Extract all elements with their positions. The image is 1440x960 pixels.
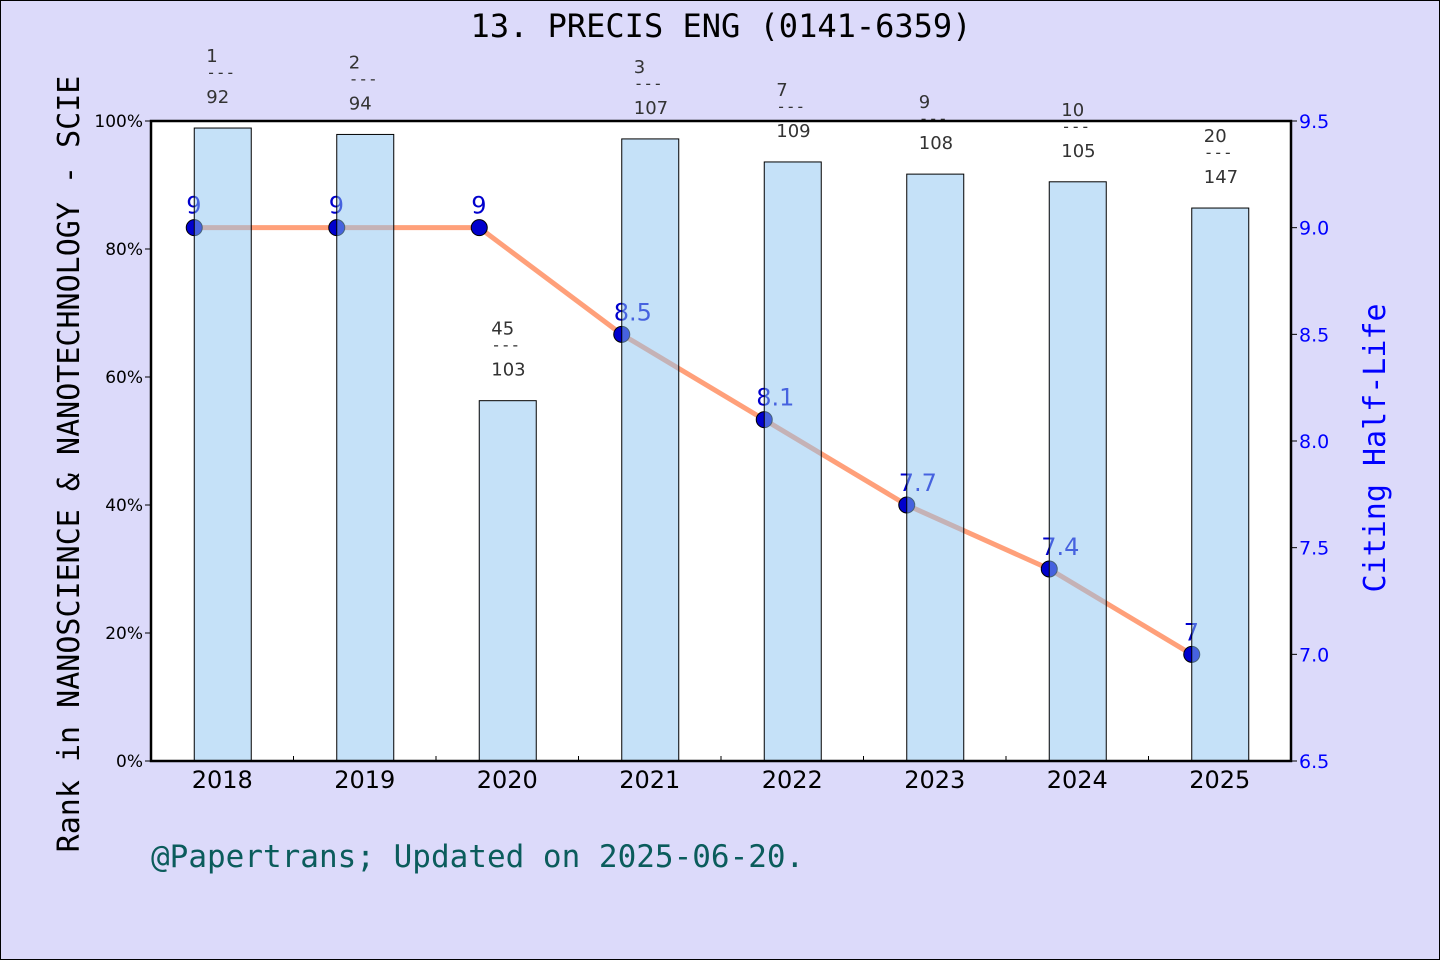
x-tick-label: 2023 bbox=[904, 766, 965, 794]
y-right-tick-label: 7.5 bbox=[1299, 538, 1329, 560]
rank-bar bbox=[906, 173, 965, 762]
total-label: 103 bbox=[491, 360, 525, 381]
plot-area bbox=[151, 121, 1291, 761]
rank-label: 9 bbox=[919, 92, 930, 113]
x-tick-label: 2018 bbox=[192, 766, 253, 794]
y-right-tick-label: 9.0 bbox=[1299, 218, 1329, 240]
y-right-axis-label: Citing Half-Life bbox=[1358, 304, 1393, 593]
rank-bar bbox=[193, 127, 252, 762]
rank-bar bbox=[478, 400, 537, 762]
total-label: 109 bbox=[776, 121, 810, 142]
y-right-tick-label: 6.5 bbox=[1299, 751, 1329, 773]
rank-label: 20 bbox=[1204, 126, 1227, 147]
y-left-tick-label: 20% bbox=[105, 624, 143, 644]
rank-separator: --- bbox=[634, 74, 663, 93]
y-right-tick-label: 8.5 bbox=[1299, 324, 1329, 346]
rank-separator: --- bbox=[206, 63, 235, 82]
x-tick-label: 2019 bbox=[334, 766, 395, 794]
x-tick-label: 2020 bbox=[477, 766, 538, 794]
total-label: 105 bbox=[1061, 141, 1095, 162]
y-right-tick-label: 8.0 bbox=[1299, 431, 1329, 453]
chart-title: 13. PRECIS ENG (0141-6359) bbox=[471, 7, 972, 45]
y-right-tick-label: 9.5 bbox=[1299, 111, 1329, 133]
total-label: 94 bbox=[349, 93, 372, 114]
y-left-tick-label: 80% bbox=[105, 240, 143, 260]
rank-bar bbox=[621, 138, 680, 762]
y-left-axis-label: Rank in NANOSCIENCE & NANOTECHNOLOGY - S… bbox=[52, 76, 87, 853]
rank-label: 10 bbox=[1061, 100, 1084, 121]
rank-bar bbox=[1048, 181, 1107, 762]
rank-label: 2 bbox=[349, 52, 360, 73]
rank-separator: --- bbox=[776, 97, 805, 116]
rank-bar bbox=[336, 133, 395, 762]
total-label: 108 bbox=[919, 133, 953, 154]
y-left-tick-label: 0% bbox=[116, 752, 143, 772]
y-left-tick-label: 60% bbox=[105, 368, 143, 388]
rank-separator: --- bbox=[1204, 143, 1233, 162]
rank-label: 1 bbox=[206, 46, 217, 67]
rank-separator: --- bbox=[349, 69, 378, 88]
x-tick-label: 2025 bbox=[1189, 766, 1250, 794]
rank-label: 45 bbox=[491, 319, 514, 340]
x-tick-label: 2024 bbox=[1047, 766, 1108, 794]
rank-label: 7 bbox=[776, 80, 787, 101]
half-life-line-segment bbox=[477, 225, 624, 337]
total-label: 92 bbox=[206, 87, 229, 108]
footer-credit: @Papertrans; Updated on 2025-06-20. bbox=[151, 839, 804, 875]
half-life-point bbox=[470, 219, 488, 237]
y-right-tick-label: 7.0 bbox=[1299, 644, 1329, 666]
rank-bar bbox=[763, 161, 822, 762]
half-life-label: 9 bbox=[471, 192, 486, 220]
total-label: 107 bbox=[634, 98, 668, 119]
x-tick-label: 2021 bbox=[619, 766, 680, 794]
rank-separator: --- bbox=[919, 109, 948, 128]
x-tick-label: 2022 bbox=[762, 766, 823, 794]
total-label: 147 bbox=[1204, 167, 1238, 188]
y-left-tick-label: 100% bbox=[94, 112, 143, 132]
rank-separator: --- bbox=[491, 336, 520, 355]
rank-bar bbox=[1191, 207, 1250, 762]
rank-separator: --- bbox=[1061, 117, 1090, 136]
y-left-tick-label: 40% bbox=[105, 496, 143, 516]
rank-label: 3 bbox=[634, 57, 645, 78]
